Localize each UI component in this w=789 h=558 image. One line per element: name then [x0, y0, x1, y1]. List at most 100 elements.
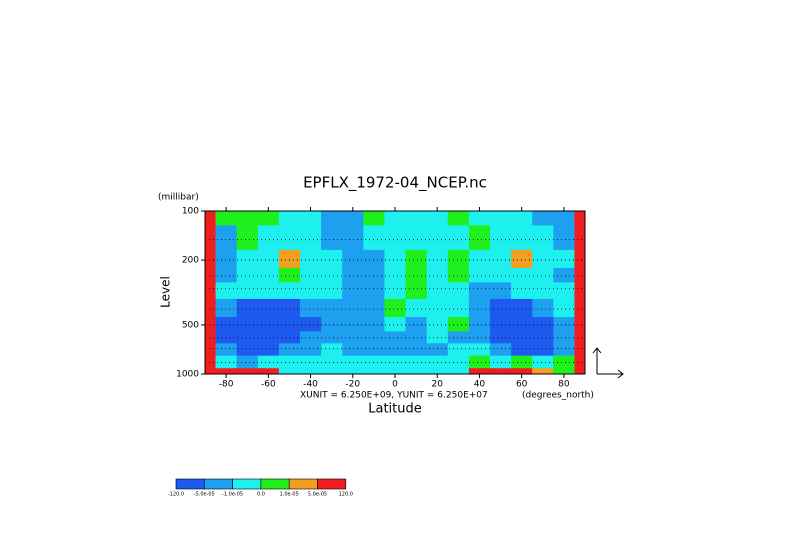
contour-cell: [511, 282, 533, 300]
contour-cell: [236, 343, 259, 357]
contour-cell: [321, 298, 343, 318]
contour-cell: [553, 355, 575, 369]
contour-cell: [490, 317, 512, 332]
contour-cell: [532, 317, 554, 332]
x-unit: (degrees_north): [522, 391, 594, 401]
contour-cell: [426, 267, 449, 283]
contour-cell: [363, 225, 385, 251]
contour-cell: [511, 343, 533, 357]
contour-cell: [384, 267, 407, 283]
contour-cell: [426, 282, 449, 300]
contour-cell: [511, 298, 533, 318]
contour-cell: [236, 225, 259, 251]
contour-cell: [447, 225, 470, 251]
contour-cell: [205, 317, 217, 332]
contour-cell: [215, 331, 238, 344]
contour-cell: [363, 331, 385, 344]
y-tick-label: 1000: [176, 370, 199, 380]
contour-cell: [321, 355, 343, 369]
contour-cell: [553, 317, 575, 332]
contour-cell: [215, 298, 238, 318]
colorbar-box: [232, 478, 262, 490]
contour-cell: [384, 355, 407, 369]
contour-cell: [300, 249, 322, 269]
colorbar-label: -120.0: [168, 492, 184, 498]
contour-cell: [405, 343, 428, 357]
contour-cell: [278, 225, 301, 251]
contour-cell: [384, 249, 407, 269]
x-tick-label: 80: [558, 380, 570, 390]
contour-cell: [511, 317, 533, 332]
contour-cell: [205, 355, 217, 369]
contour-cell: [236, 282, 259, 300]
y-tick-label: 100: [182, 207, 199, 217]
x-tick-label: -20: [345, 380, 360, 390]
contour-cell: [405, 225, 428, 251]
contour-cell: [426, 225, 449, 251]
contour-cell: [215, 282, 238, 300]
contour-cell: [278, 249, 301, 269]
contour-cell: [384, 282, 407, 300]
contour-cell: [468, 211, 491, 226]
contour-cell: [300, 298, 322, 318]
contour-cell: [257, 355, 280, 369]
contour-cell: [574, 343, 586, 357]
contour-cell: [405, 249, 428, 269]
contour-cell: [447, 211, 470, 226]
contour-cell: [342, 211, 364, 226]
contour-cell: [468, 343, 491, 357]
contour-cell: [553, 225, 575, 251]
contour-cell: [321, 211, 343, 226]
contour-cell: [363, 355, 385, 369]
colorbar-box: [175, 478, 205, 490]
contour-cell: [532, 267, 554, 283]
contour-cell: [257, 267, 280, 283]
contour-cell: [257, 331, 280, 344]
contour-cell: [574, 225, 586, 251]
contour-cell: [321, 317, 343, 332]
contour-cell: [511, 249, 533, 269]
contour-cell: [490, 211, 512, 226]
contour-cell: [468, 249, 491, 269]
contour-cell: [490, 282, 512, 300]
contour-cell: [205, 343, 217, 357]
contour-cell: [447, 249, 470, 269]
contour-cell: [257, 211, 280, 226]
contour-cell: [236, 211, 259, 226]
contour-cell: [468, 298, 491, 318]
contour-cell: [384, 211, 407, 226]
contour-cell: [532, 355, 554, 369]
contour-cell: [363, 211, 385, 226]
contour-cell: [278, 267, 301, 283]
contour-cell: [257, 317, 280, 332]
contour-cell: [384, 331, 407, 344]
contour-cell: [236, 355, 259, 369]
contour-cell: [363, 298, 385, 318]
colorbar-box: [288, 478, 318, 490]
contour-cell: [532, 298, 554, 318]
contour-cell: [342, 267, 364, 283]
contour-cell: [447, 355, 470, 369]
contour-cell: [574, 211, 586, 226]
contour-cell: [215, 211, 238, 226]
contour-cell: [300, 317, 322, 332]
contour-cell: [342, 317, 364, 332]
chart-title: EPFLX_1972-04_NCEP.nc: [303, 174, 487, 193]
contour-cell: [300, 211, 322, 226]
contour-cell: [236, 331, 259, 344]
contour-cell: [405, 282, 428, 300]
contour-cell: [574, 249, 586, 269]
contour-cell: [236, 317, 259, 332]
x-tick-label: 20: [431, 380, 443, 390]
contour-cell: [511, 211, 533, 226]
contour-cell: [384, 225, 407, 251]
colorbar-box: [317, 478, 347, 490]
contour-cell: [363, 282, 385, 300]
contour-cell: [532, 343, 554, 357]
colorbar-label: 1.0e-05: [280, 492, 299, 498]
contour-cell: [447, 343, 470, 357]
contour-cell: [257, 298, 280, 318]
contour-cell: [300, 368, 322, 375]
contour-cell: [205, 249, 217, 269]
contour-cell: [490, 298, 512, 318]
